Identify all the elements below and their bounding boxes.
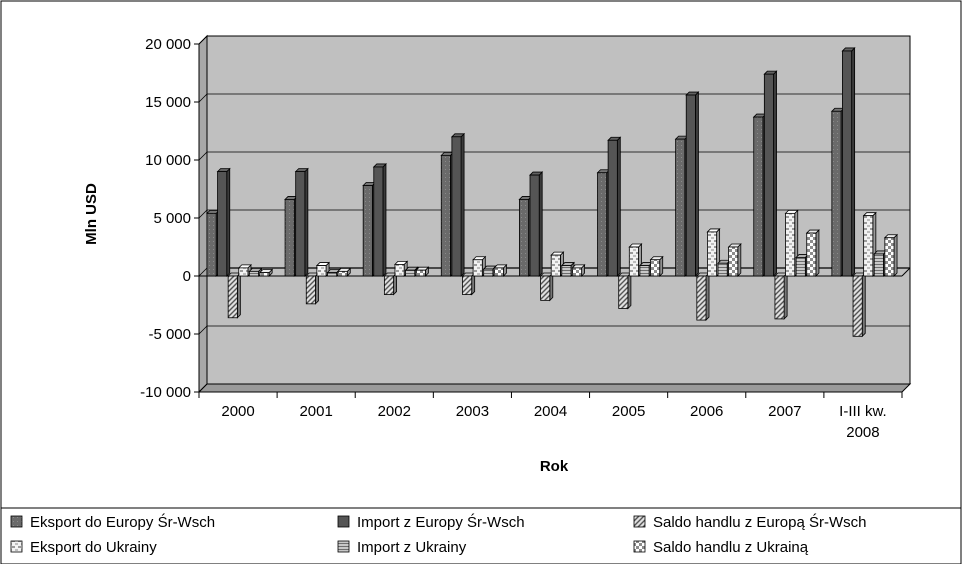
bar (571, 263, 586, 277)
y-tick-label: 5 000 (153, 210, 191, 227)
gridline-side (198, 209, 208, 219)
legend-label: Import z Europy Śr-Wsch (357, 513, 525, 531)
bar (337, 267, 352, 277)
bar (294, 167, 309, 277)
bar (450, 132, 466, 277)
legend-swatch (633, 540, 646, 553)
legend: Eksport do Europy Śr-Wsch Import z Europy… (0, 507, 962, 564)
gridline-side (198, 325, 208, 335)
bar (216, 167, 231, 277)
x-tick-label: 2006 (690, 403, 723, 420)
legend-label: Eksport do Ukrainy (30, 539, 157, 556)
y-tick-label: 20 000 (145, 36, 191, 53)
y-tick-label: -10 000 (140, 384, 191, 401)
gridline-side (198, 151, 208, 161)
gridline-side (198, 267, 208, 277)
bar (841, 46, 856, 277)
bar (685, 91, 700, 277)
plot-floor (197, 383, 912, 393)
legend-swatch (10, 540, 23, 553)
x-tick-label: 2007 (768, 403, 801, 420)
legend-label: Eksport do Europy Śr-Wsch (30, 513, 215, 531)
bar (727, 243, 742, 277)
x-tick-label: 2003 (456, 403, 489, 420)
legend-swatch (337, 540, 350, 553)
legend-box (0, 507, 962, 564)
bar (305, 272, 320, 305)
x-tick-label: I-III kw. 2008 (839, 403, 887, 441)
y-axis: 20 000 15 000 10 000 5 000 0 -5 000 -10 000 (140, 36, 200, 401)
legend-item: Import z Ukrainy (337, 539, 467, 556)
x-tick-label: 2001 (299, 403, 332, 420)
bar (372, 162, 387, 277)
legend-swatch (10, 515, 23, 528)
legend-item: Saldo handlu z Europą Śr-Wsch (633, 513, 866, 531)
x-tick-label: 2000 (221, 403, 254, 420)
legend-label: Saldo handlu z Europą Śr-Wsch (653, 513, 866, 531)
bar (883, 233, 899, 277)
bar (539, 272, 554, 302)
legend-item: Eksport do Ukrainy (10, 539, 157, 556)
gridline-side (198, 383, 208, 393)
gridline-side (198, 35, 208, 45)
gridline-side (198, 93, 208, 103)
bar (529, 171, 544, 277)
bar (852, 272, 867, 338)
legend-item: Saldo handlu z Ukrainą (633, 539, 809, 556)
bar (773, 272, 789, 320)
bar (607, 136, 622, 277)
y-tick-label: 10 000 (145, 152, 191, 169)
y-tick-label: -5 000 (148, 326, 191, 343)
bar (617, 272, 632, 310)
zero-line-edge (901, 267, 911, 277)
x-tick-label: 2004 (534, 403, 567, 420)
legend-swatch (633, 515, 646, 528)
y-axis-title: Mln USD (83, 183, 100, 245)
y-tick-label: 0 (183, 268, 191, 285)
bar (805, 229, 820, 277)
x-tick-label: 2005 (612, 403, 645, 420)
legend-label: Saldo handlu z Ukrainą (653, 539, 809, 556)
bar (649, 255, 664, 277)
bar (695, 272, 710, 322)
x-axis: 2000 2001 2002 2003 2004 2005 2006 2007 I-III kw… (198, 391, 903, 441)
bar (415, 266, 430, 277)
x-axis-title: Rok (540, 458, 569, 475)
legend-swatch (337, 515, 350, 528)
legend-item: Import z Europy Śr-Wsch (337, 513, 525, 531)
x-tick-label: 2002 (378, 403, 411, 420)
bar (227, 272, 242, 319)
legend-item: Eksport do Europy Śr-Wsch (10, 513, 215, 531)
bar (493, 263, 508, 277)
legend-label: Import z Ukrainy (357, 539, 467, 556)
bar (763, 70, 778, 277)
y-tick-label: 15 000 (145, 94, 191, 111)
bars (205, 46, 899, 338)
bar (258, 268, 274, 277)
